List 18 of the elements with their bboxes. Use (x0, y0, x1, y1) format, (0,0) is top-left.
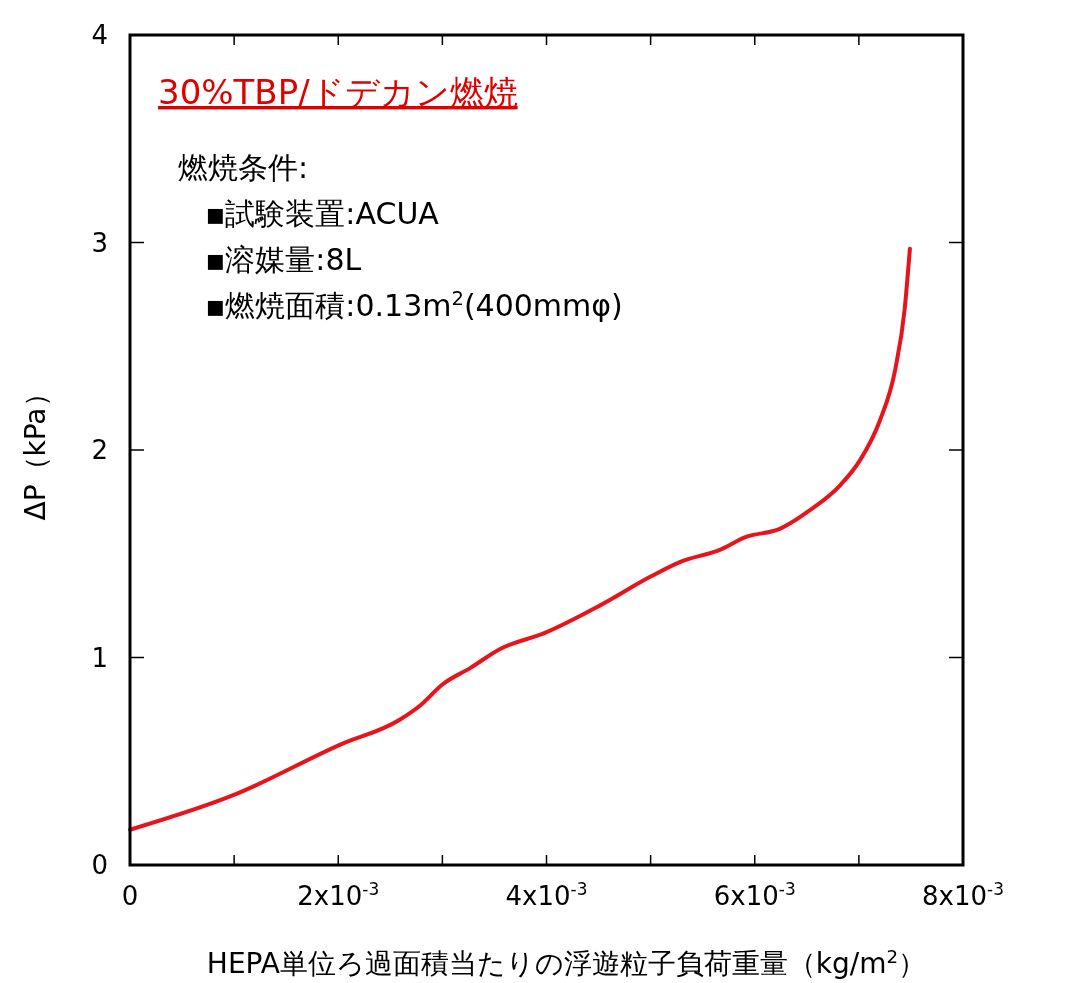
x-tick-label: 0 (121, 881, 139, 911)
y-axis-title: ΔP（kPa） (19, 379, 52, 521)
y-tick-label: 4 (91, 20, 108, 50)
line-series (128, 246, 912, 832)
x-axis-title: HEPA単位ろ過面積当たりの浮遊粒子負荷重量（kg/m$^{2}$） (206, 945, 927, 980)
x-tick-label: 8x10$^{-3}$ (922, 879, 1004, 911)
annotation: ▪試験装置:ACUA (205, 196, 440, 231)
annotation: ▪溶媒量:8L (205, 242, 362, 277)
x-tick-label: 2x10$^{-3}$ (297, 879, 380, 911)
annotation: 燃焼条件: (178, 150, 309, 185)
text: 30%TBP/ドデカン燃焼 (158, 72, 518, 112)
x-tick-label: 6x10$^{-3}$ (713, 879, 796, 911)
y-tick-label: 0 (91, 850, 108, 880)
annotation: ▪燃焼面積:0.13m$^{2}$(400mmφ) (205, 286, 623, 323)
y-tick-label: 2 (91, 435, 108, 465)
y-tick-label: 3 (91, 227, 108, 258)
x-tick-label: 4x10$^{-3}$ (505, 879, 588, 911)
y-tick-label: 1 (91, 642, 108, 673)
